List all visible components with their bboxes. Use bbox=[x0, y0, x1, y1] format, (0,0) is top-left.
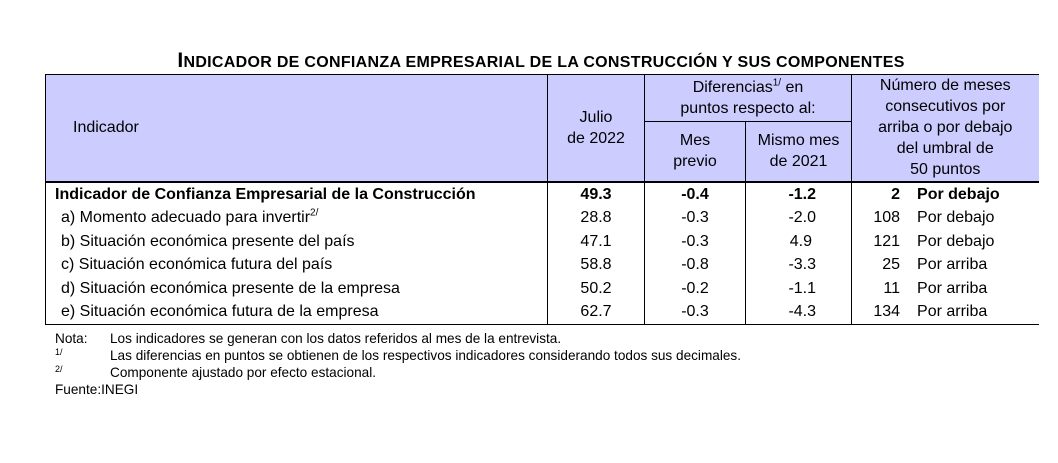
row-name: d) Situación económica presente de la em… bbox=[45, 276, 548, 301]
row-value: 28.8 bbox=[547, 206, 645, 230]
source-text: Fuente:INEGI bbox=[55, 382, 139, 397]
table-row: Indicador de Confianza Empresarial de la… bbox=[45, 180, 1039, 207]
header-mismo-mes: Mismo mes de 2021 bbox=[744, 121, 853, 182]
row-name: c) Situación económica futura del país bbox=[45, 253, 548, 277]
table-title: INDICADOR DE CONFIANZA EMPRESARIAL DE LA… bbox=[0, 49, 1058, 73]
row-month-count: 121 bbox=[873, 232, 901, 250]
row-value: 49.3 bbox=[547, 180, 645, 207]
row-name-text: b) Situación económica presente del país bbox=[61, 232, 355, 250]
row-direction: Por debajo bbox=[917, 232, 995, 250]
indicator-table-container: Indicador Julio de 2022 Diferencias1/ en p… bbox=[45, 74, 1039, 326]
header-meses-line3: arriba o por debajo bbox=[878, 119, 1013, 137]
title-rest: NDICADOR DE CONFIANZA EMPRESARIAL DE LA … bbox=[183, 54, 905, 71]
table-row: e) Situación económica futura de la empr… bbox=[45, 300, 1039, 326]
footnote-1-mark: 1/ bbox=[55, 347, 63, 357]
footnote-2-text: Componente ajustado por efecto estaciona… bbox=[110, 365, 377, 380]
row-name: Indicador de Confianza Empresarial de la… bbox=[45, 180, 548, 207]
row-months: 108 Por debajo bbox=[851, 206, 1039, 230]
row-mes-previo: -0.3 bbox=[644, 229, 746, 254]
header-mes-line2: previo bbox=[673, 153, 717, 171]
footnote-1-text: Las diferencias en puntos se obtienen de… bbox=[110, 348, 741, 363]
row-direction: Por debajo bbox=[917, 209, 995, 227]
row-month-count: 108 bbox=[873, 209, 901, 227]
row-name-text: d) Situación económica presente de la em… bbox=[61, 279, 400, 297]
note-text: Los indicadores se generan con los datos… bbox=[110, 331, 562, 346]
footnote-2-mark: 2/ bbox=[55, 364, 63, 374]
table-row: b) Situación económica presente del país… bbox=[45, 229, 1039, 254]
row-month-count: 134 bbox=[873, 303, 901, 321]
row-mismo-mes: 4.9 bbox=[744, 229, 853, 254]
header-meses: Número de meses consecutivos por arriba o … bbox=[851, 74, 1039, 182]
row-mes-previo: -0.3 bbox=[644, 206, 746, 230]
header-julio-line2: de 2022 bbox=[567, 129, 625, 147]
row-name-text: c) Situación económica futura del país bbox=[61, 256, 333, 274]
row-month-count: 11 bbox=[883, 279, 901, 297]
row-mes-previo: -0.3 bbox=[644, 300, 746, 326]
table-row: a) Momento adecuado para invertir2/28.8-… bbox=[45, 206, 1039, 230]
row-mismo-mes: -3.3 bbox=[744, 253, 853, 277]
row-mismo-mes: -2.0 bbox=[744, 206, 853, 230]
header-diferencias-line1b: en bbox=[781, 79, 804, 96]
row-value: 62.7 bbox=[547, 300, 645, 326]
header-mismo-line1: Mismo mes bbox=[757, 132, 840, 150]
indicator-table: Indicador Julio de 2022 Diferencias1/ en p… bbox=[45, 74, 1039, 326]
header-diferencias: Diferencias1/ en puntos respecto al: bbox=[643, 74, 853, 122]
note-label: Nota: bbox=[55, 331, 88, 346]
row-mes-previo: -0.8 bbox=[644, 253, 746, 277]
row-name-text: Indicador de Confianza Empresarial de la… bbox=[55, 185, 476, 203]
row-value: 50.2 bbox=[547, 276, 645, 301]
row-mes-previo: -0.2 bbox=[644, 276, 746, 301]
title-initial: I bbox=[177, 49, 184, 72]
row-name-text: a) Momento adecuado para invertir bbox=[61, 209, 311, 227]
header-meses-line5: 50 puntos bbox=[910, 161, 981, 179]
row-month-count: 2 bbox=[891, 185, 901, 203]
row-name: b) Situación económica presente del país bbox=[45, 229, 548, 254]
row-mes-previo: -0.4 bbox=[644, 180, 746, 207]
header-diferencias-line2: puntos respecto al: bbox=[680, 100, 816, 117]
row-month-count: 25 bbox=[882, 256, 901, 274]
row-mismo-mes: -1.2 bbox=[744, 180, 853, 207]
row-direction: Por arriba bbox=[917, 279, 988, 297]
row-direction: Por arriba bbox=[917, 303, 988, 321]
table-row: d) Situación económica presente de la em… bbox=[45, 276, 1039, 301]
row-name: e) Situación económica futura de la empr… bbox=[45, 300, 548, 326]
header-meses-line1: Número de meses bbox=[879, 77, 1011, 95]
header-diferencias-line1: Diferencias bbox=[692, 79, 773, 96]
row-months: 134 Por arriba bbox=[851, 300, 1039, 326]
row-direction: Por debajo bbox=[917, 185, 1000, 203]
row-months: 11 Por arriba bbox=[851, 276, 1039, 301]
header-mismo-line2: de 2021 bbox=[769, 153, 828, 171]
header-mes-line1: Mes bbox=[679, 132, 711, 150]
row-direction: Por arriba bbox=[917, 256, 988, 274]
table-body: Indicador de Confianza Empresarial de la… bbox=[45, 180, 1039, 326]
row-mismo-mes: -1.1 bbox=[744, 276, 853, 301]
header-meses-line4: del umbral de bbox=[896, 140, 994, 158]
row-months: 25 Por arriba bbox=[851, 253, 1039, 277]
row-value: 58.8 bbox=[547, 253, 645, 277]
header-diferencias-footnote: 1/ bbox=[772, 77, 782, 89]
header-julio-line1: Julio bbox=[579, 108, 613, 126]
header-julio: Julio de 2022 bbox=[547, 74, 645, 182]
row-value: 47.1 bbox=[547, 229, 645, 254]
header-indicador: Indicador bbox=[45, 74, 548, 182]
row-name-text: e) Situación económica futura de la empr… bbox=[61, 303, 379, 321]
row-mismo-mes: -4.3 bbox=[744, 300, 853, 326]
table-row: c) Situación económica futura del país 58… bbox=[45, 253, 1039, 277]
header-indicador-label: Indicador bbox=[73, 119, 139, 137]
row-months: 121 Por debajo bbox=[851, 229, 1039, 254]
row-months: 2 Por debajo bbox=[851, 180, 1039, 207]
header-meses-line2: consecutivos por bbox=[885, 98, 1006, 116]
row-footnote-mark: 2/ bbox=[310, 207, 319, 219]
row-name: a) Momento adecuado para invertir2/ bbox=[45, 206, 548, 230]
header-mes-previo: Mes previo bbox=[644, 121, 746, 182]
